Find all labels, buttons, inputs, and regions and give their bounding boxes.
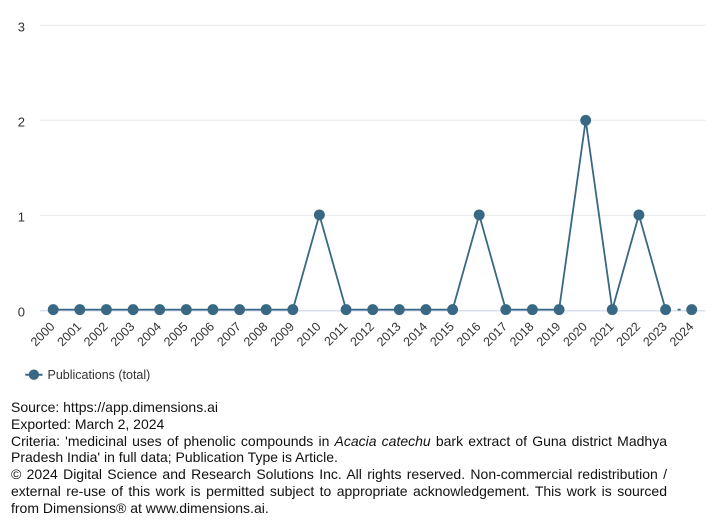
svg-text:2007: 2007 — [214, 319, 244, 349]
svg-text:2003: 2003 — [108, 319, 138, 349]
svg-text:2024: 2024 — [667, 319, 697, 349]
svg-text:2000: 2000 — [28, 319, 58, 349]
svg-text:2012: 2012 — [347, 319, 377, 349]
svg-text:1: 1 — [18, 210, 25, 225]
svg-text:2011: 2011 — [322, 319, 351, 348]
svg-text:2014: 2014 — [401, 319, 431, 349]
svg-text:0: 0 — [18, 305, 25, 320]
svg-text:2002: 2002 — [81, 319, 111, 349]
svg-text:2009: 2009 — [268, 319, 298, 349]
svg-text:2010: 2010 — [294, 319, 324, 349]
svg-text:2019: 2019 — [534, 319, 564, 349]
svg-text:2018: 2018 — [507, 319, 537, 349]
svg-text:2013: 2013 — [374, 319, 404, 349]
svg-text:2008: 2008 — [241, 319, 271, 349]
svg-text:3: 3 — [18, 20, 25, 35]
svg-text:2001: 2001 — [55, 319, 85, 349]
svg-text:2017: 2017 — [481, 319, 511, 349]
svg-text:2023: 2023 — [640, 319, 670, 349]
svg-text:Publications (total): Publications (total) — [48, 368, 151, 382]
svg-text:2006: 2006 — [188, 319, 218, 349]
svg-text:2004: 2004 — [134, 319, 164, 349]
svg-text:2005: 2005 — [161, 319, 191, 349]
svg-text:2020: 2020 — [560, 319, 590, 349]
svg-text:2016: 2016 — [454, 319, 484, 349]
svg-text:2021: 2021 — [587, 319, 617, 349]
svg-text:2: 2 — [18, 115, 25, 130]
svg-text:2022: 2022 — [614, 319, 644, 349]
svg-text:2015: 2015 — [427, 319, 457, 349]
